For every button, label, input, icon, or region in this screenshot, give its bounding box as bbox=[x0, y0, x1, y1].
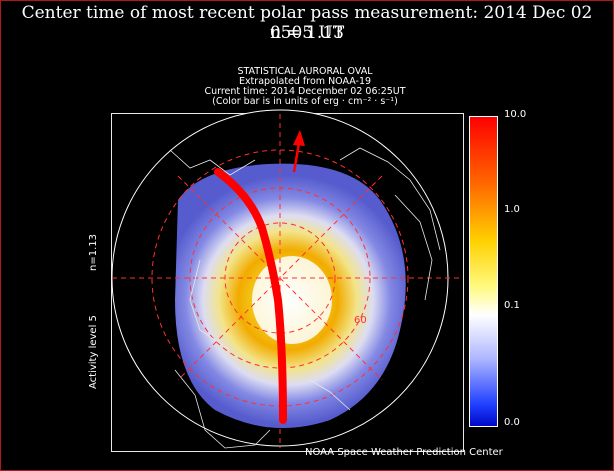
n-label: n=1.13 bbox=[88, 234, 99, 271]
activity-label: Activity level 5 bbox=[88, 315, 99, 389]
page-subtitle: n = 1.13 bbox=[270, 23, 344, 43]
sun-arrow-shaft bbox=[292, 142, 301, 173]
colorbar-label-1: 1.0 bbox=[504, 204, 520, 215]
colorbar bbox=[469, 116, 498, 427]
latitude-label: 60 bbox=[354, 315, 367, 326]
satellite-track bbox=[214, 168, 287, 424]
header-line-4: (Color bar is in units of erg · cm⁻² · s… bbox=[212, 96, 398, 107]
colorbar-label-min: 0.0 bbox=[504, 417, 520, 428]
coastlines bbox=[169, 147, 441, 449]
header-line-1: STATISTICAL AURORAL OVAL bbox=[237, 66, 373, 77]
sun-arrow-head bbox=[293, 130, 305, 146]
header-line-3: Current time: 2014 December 02 06:25UT bbox=[204, 86, 406, 97]
colorbar-label-max: 10.0 bbox=[504, 109, 527, 120]
credit-text: NOAA Space Weather Prediction Center bbox=[305, 447, 503, 458]
meridian-d2 bbox=[177, 175, 383, 381]
page-title: Center time of most recent polar pass me… bbox=[21, 3, 593, 43]
header-line-2: Extrapolated from NOAA-19 bbox=[238, 76, 372, 87]
colorbar-label-01: 0.1 bbox=[504, 300, 520, 311]
